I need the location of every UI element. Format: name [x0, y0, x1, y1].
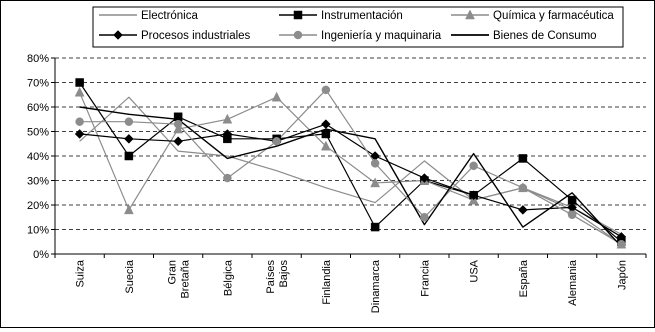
legend-swatch-marker: [465, 9, 475, 20]
point-quimica-y-farmaceutica-5: [320, 140, 331, 151]
x-tick-label-line: Bélgica: [222, 259, 234, 296]
point-procesos-industriales-3: [222, 129, 233, 139]
x-tick-label-usa: USA: [469, 259, 481, 282]
y-tick-label: 20%: [27, 200, 49, 212]
point-instrumentacion-9: [518, 154, 528, 163]
y-tick-label: 50%: [27, 127, 49, 139]
x-tick-label-line: Bretaña: [180, 259, 192, 298]
x-tick-label-francia: Francia: [419, 259, 431, 297]
legend-swatch-marker: [293, 30, 303, 40]
series-line-instrumentacion: [79, 82, 622, 243]
legend-swatch-marker: [293, 10, 303, 20]
point-instrumentacion-2: [173, 112, 183, 122]
point-procesos-industriales-9: [518, 205, 528, 215]
x-tick-label-espana: España: [518, 259, 530, 297]
point-ingenieria-y-maquinaria-9: [518, 183, 528, 193]
legend-label: Instrumentación: [321, 10, 403, 22]
legend-label: Electrónica: [141, 10, 198, 22]
point-ingenieria-y-maquinaria-1: [124, 117, 134, 126]
y-tick-label: 70%: [27, 78, 49, 90]
axes: [51, 57, 647, 258]
point-procesos-industriales-8: [468, 190, 479, 201]
x-tick-label-line: Gran: [167, 260, 179, 284]
x-tick-label-line: Japón: [616, 260, 628, 290]
point-procesos-industriales-2: [173, 136, 183, 147]
point-quimica-y-farmaceutica-1: [123, 204, 134, 215]
legend-item-electronica: Electrónica: [99, 10, 198, 22]
point-ingenieria-y-maquinaria-4: [272, 137, 281, 146]
point-instrumentacion-5: [321, 129, 331, 139]
point-ingenieria-y-maquinaria-8: [469, 161, 478, 171]
y-tick-label: 40%: [27, 151, 49, 163]
y-tick-label: 60%: [27, 102, 49, 114]
series-markers: [74, 78, 627, 249]
point-instrumentacion-0: [75, 78, 84, 87]
point-quimica-y-farmaceutica-6: [370, 177, 381, 188]
legend-item-ingenieria-y-maquinaria: Ingeniería y maquinaria: [279, 30, 442, 42]
point-procesos-industriales-0: [74, 129, 85, 139]
y-tick-label: 0%: [33, 249, 49, 261]
series-lines: [79, 82, 622, 248]
point-ingenieria-y-maquinaria-3: [223, 173, 232, 183]
x-tick-label-suiza: Suiza: [75, 259, 87, 287]
x-tick-label-line: Bajos: [278, 260, 290, 288]
legend: Electrónica Instrumentación Química y farm…: [92, 6, 624, 48]
y-axis-ticks: 0% 10% 20% 30% 40% 50% 60% 70% 80%: [27, 53, 49, 261]
point-ingenieria-y-maquinaria-6: [370, 159, 380, 168]
y-tick-label: 30%: [27, 176, 49, 188]
series-line-procesos-industriales: [79, 123, 622, 238]
point-ingenieria-y-maquinaria-0: [75, 117, 84, 126]
x-axis-ticks: Suiza Suecia Gran Bretaña Bélgica Países Bajos…: [75, 259, 629, 313]
point-quimica-y-farmaceutica-0: [74, 86, 85, 97]
x-tick-label-finlandia: Finlandia: [321, 259, 333, 305]
x-tick-label-line: Dinamarca: [370, 259, 382, 313]
legend-label: Bienes de Consumo: [493, 30, 597, 42]
series-line-bienes-de-consumo: [79, 106, 622, 248]
series-line-quimica-y-farmaceutica: [79, 92, 622, 245]
x-tick-label-dinamarca: Dinamarca: [370, 259, 382, 313]
point-instrumentacion-6: [370, 222, 380, 232]
x-tick-label-paises-bajos: Países Bajos: [265, 260, 290, 294]
legend-label: Ingeniería y maquinaria: [321, 30, 442, 42]
point-ingenieria-y-maquinaria-2: [173, 119, 183, 129]
y-tick-label: 10%: [27, 225, 49, 237]
x-tick-label-belgica: Bélgica: [222, 259, 234, 296]
legend-label: Procesos industriales: [141, 30, 251, 42]
legend-label: Química y farmacéutica: [493, 10, 614, 22]
point-instrumentacion-1: [124, 151, 134, 161]
point-procesos-industriales-1: [124, 133, 134, 144]
x-tick-label-line: Países: [265, 260, 277, 294]
x-tick-label-line: Suecia: [124, 259, 136, 294]
point-procesos-industriales-7: [419, 173, 430, 183]
y-tick-label: 80%: [27, 53, 49, 65]
legend-item-instrumentacion: Instrumentación: [279, 10, 403, 22]
point-ingenieria-y-maquinaria-11: [617, 239, 626, 249]
point-quimica-y-farmaceutica-4: [271, 91, 282, 102]
x-tick-label-suecia: Suecia: [124, 259, 136, 294]
x-tick-label-japon: Japón: [616, 260, 628, 290]
legend-item-quimica-y-farmaceutica: Química y farmacéutica: [451, 9, 614, 22]
legend-swatch-marker: [113, 30, 123, 40]
point-ingenieria-y-maquinaria-7: [420, 213, 429, 222]
point-procesos-industriales-5: [321, 119, 331, 130]
x-tick-label-line: Alemania: [567, 259, 579, 306]
x-tick-label-line: USA: [469, 259, 481, 282]
point-quimica-y-farmaceutica-2: [173, 123, 184, 134]
x-tick-label-line: España: [518, 259, 530, 297]
line-chart: 0% 10% 20% 30% 40% 50% 60% 70% 80% Suiza Suecia Gr…: [27, 6, 647, 313]
legend-item-procesos-industriales: Procesos industriales: [99, 30, 251, 42]
point-ingenieria-y-maquinaria-5: [321, 85, 331, 95]
x-tick-label-line: Francia: [419, 259, 431, 297]
x-tick-label-line: Finlandia: [321, 259, 333, 305]
point-ingenieria-y-maquinaria-10: [567, 210, 577, 220]
series-line-ingenieria-y-maquinaria: [79, 89, 622, 245]
x-tick-label-gran-bretana: Gran Bretaña: [167, 259, 192, 298]
x-tick-label-line: Suiza: [75, 259, 87, 287]
point-quimica-y-farmaceutica-3: [222, 113, 233, 124]
legend-item-bienes-de-consumo: Bienes de Consumo: [451, 30, 597, 42]
x-tick-label-alemania: Alemania: [567, 259, 579, 306]
legend-box: [92, 6, 624, 48]
